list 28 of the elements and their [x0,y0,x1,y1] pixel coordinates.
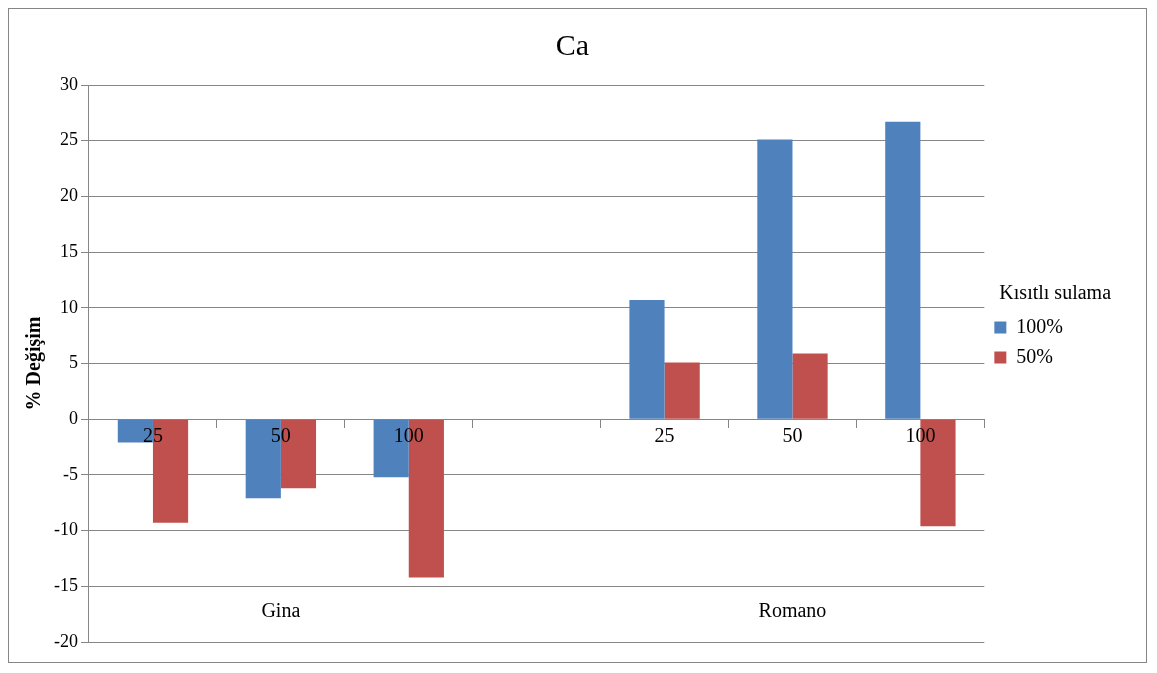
x-tick-label: 100 [393,424,424,447]
bar [664,362,700,419]
x-tick-label: 25 [142,424,163,447]
legend-label: 50% [1016,344,1054,367]
y-tick-label: 30 [59,73,78,94]
y-tick-label: 15 [59,240,78,261]
bar [629,300,665,419]
y-tick-label: 10 [59,296,78,317]
y-tick-label: -5 [62,463,78,484]
x-tick-label: 25 [654,424,675,447]
y-tick-label: 25 [59,129,78,150]
y-tick-label: -10 [53,519,78,540]
y-tick-label: 5 [68,352,78,373]
bar [885,121,921,419]
legend-title: Kısıtlı sulama [999,280,1112,303]
bar [757,139,793,419]
legend-label: 100% [1016,314,1064,337]
y-tick-label: -20 [53,630,78,651]
x-tick-label: 50 [270,424,291,447]
x-tick-label: 50 [782,424,803,447]
y-tick-label: 0 [68,407,78,428]
annotation: Romano [758,599,827,622]
bar [792,353,828,419]
y-tick-label: -15 [53,575,78,596]
chart-title: Ca [555,27,590,61]
y-tick-label: 20 [59,185,78,206]
annotation: Gina [261,599,301,622]
y-axis-title: % Değişim [22,316,46,411]
